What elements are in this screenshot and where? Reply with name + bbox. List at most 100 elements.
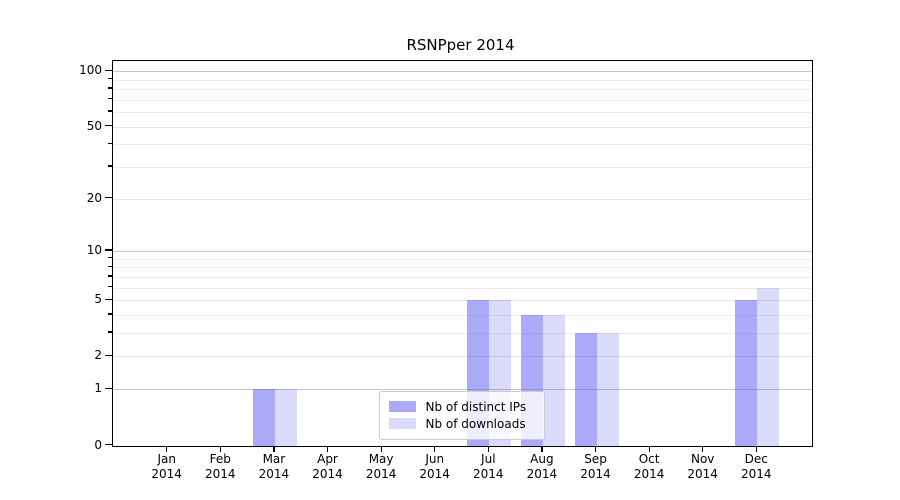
legend-label-distinct-ips: Nb of distinct IPs	[425, 399, 527, 414]
y-tick-label: 10	[86, 243, 102, 258]
bar-sep-downloads	[596, 333, 619, 446]
gridline-minor	[112, 333, 812, 335]
x-tick-label-month: Jun	[425, 452, 445, 466]
x-tick-label: Jan 2014	[127, 452, 207, 482]
x-tick-label: Mar 2014	[234, 452, 314, 482]
y-tick-mark-minor	[108, 313, 112, 315]
gridline-minor	[112, 287, 812, 289]
chart-title: RSNPper 2014	[406, 36, 515, 54]
gridline-minor	[112, 89, 812, 91]
x-tick-label-month: Oct	[638, 452, 660, 466]
y-tick-mark-minor	[108, 110, 112, 112]
x-tick-mark	[541, 446, 543, 452]
x-tick-label: Nov 2014	[663, 452, 743, 482]
x-tick-label-month: Sep	[584, 452, 607, 466]
x-tick-label-year: 2014	[633, 467, 665, 481]
x-tick-label-month: Apr	[317, 452, 338, 466]
x-tick-label: Jul 2014	[448, 452, 528, 482]
gridline-minor	[112, 314, 812, 316]
x-tick-label-year: 2014	[473, 467, 504, 481]
x-tick-label: Feb 2014	[180, 452, 260, 482]
gridline	[112, 126, 812, 128]
y-tick-mark-minor	[108, 257, 112, 259]
x-tick-label: Apr 2014	[288, 452, 368, 482]
x-tick-label: Dec 2014	[716, 452, 796, 482]
x-tick-mark	[755, 446, 757, 452]
y-tick-mark-minor	[108, 142, 112, 144]
x-tick-label: Sep 2014	[556, 452, 636, 482]
x-tick-mark	[487, 446, 489, 452]
x-tick-label-year: 2014	[687, 467, 718, 481]
y-tick-label: 50	[86, 118, 102, 133]
x-tick-mark	[702, 446, 704, 452]
y-tick-mark	[105, 298, 112, 300]
y-tick-mark-minor	[108, 275, 112, 277]
y-tick-label: 0	[94, 437, 102, 452]
y-tick-mark	[105, 443, 112, 446]
x-tick-mark	[219, 446, 221, 452]
y-tick-label: 2	[94, 348, 102, 363]
bar-aug-downloads	[542, 314, 565, 446]
x-tick-mark	[166, 446, 168, 452]
y-tick-label: 1	[94, 381, 102, 396]
y-tick-mark-minor	[108, 78, 112, 80]
x-tick-label-month: Aug	[530, 452, 554, 466]
gridline-decade	[112, 389, 812, 391]
y-tick-mark	[105, 354, 112, 357]
gridline-minor	[112, 258, 812, 260]
gridline	[112, 356, 812, 358]
x-tick-label: Aug 2014	[502, 452, 582, 482]
legend-swatch-downloads	[388, 418, 416, 429]
gridline	[112, 198, 812, 200]
legend-swatch-distinct-ips	[388, 401, 416, 412]
bar-dec-downloads	[757, 287, 780, 446]
x-tick-mark	[326, 446, 329, 452]
bar-dec-distinct-ips	[735, 300, 758, 446]
gridline-minor	[112, 276, 812, 278]
x-tick-label-year: 2014	[526, 467, 558, 481]
x-tick-label-year: 2014	[312, 467, 343, 481]
x-tick-label: Oct 2014	[609, 452, 689, 482]
x-tick-label-year: 2014	[741, 467, 772, 481]
y-tick-mark	[105, 69, 112, 71]
x-tick-mark	[273, 446, 275, 452]
x-tick-label-month: May	[368, 452, 394, 466]
x-tick-label-year: 2014	[365, 467, 397, 481]
gridline-decade	[112, 251, 812, 253]
gridline-decade	[112, 71, 812, 73]
x-tick-label-month: Feb	[209, 452, 231, 466]
y-tick-mark	[105, 249, 112, 251]
x-tick-label-year: 2014	[580, 467, 611, 481]
x-tick-label-month: Mar	[262, 452, 286, 466]
plot-area: Nb of distinct IPs Nb of downloads	[111, 59, 813, 447]
x-tick-label-year: 2014	[258, 467, 290, 481]
x-tick-mark	[380, 446, 382, 452]
y-tick-label: 100	[79, 63, 102, 78]
bar-sep-distinct-ips	[574, 333, 597, 446]
gridline	[112, 300, 812, 302]
x-tick-mark	[594, 446, 597, 452]
y-tick-label: 5	[94, 292, 102, 307]
bar-mar-distinct-ips	[252, 389, 275, 446]
y-tick-mark-minor	[108, 98, 112, 100]
y-tick-mark-minor	[108, 331, 112, 333]
y-tick-mark-minor	[108, 286, 112, 288]
x-tick-label-month: Dec	[744, 452, 768, 466]
x-tick-label: May 2014	[341, 452, 421, 482]
y-tick-mark	[105, 125, 112, 127]
legend-row-distinct-ips: Nb of distinct IPs	[388, 399, 535, 415]
legend: Nb of distinct IPs Nb of downloads	[378, 390, 545, 440]
y-tick-mark	[105, 196, 112, 199]
x-tick-mark	[434, 446, 436, 452]
x-tick-label-year: 2014	[205, 467, 236, 481]
gridline-minor	[112, 112, 812, 114]
gridline-minor	[112, 99, 812, 101]
y-tick-mark	[105, 387, 112, 389]
bar-mar-downloads	[274, 389, 297, 446]
y-tick-label: 20	[86, 190, 102, 205]
gridline-minor	[112, 267, 812, 269]
gridline-minor	[112, 79, 812, 81]
x-tick-label: Jun 2014	[395, 452, 475, 482]
x-tick-label-year: 2014	[419, 467, 450, 481]
